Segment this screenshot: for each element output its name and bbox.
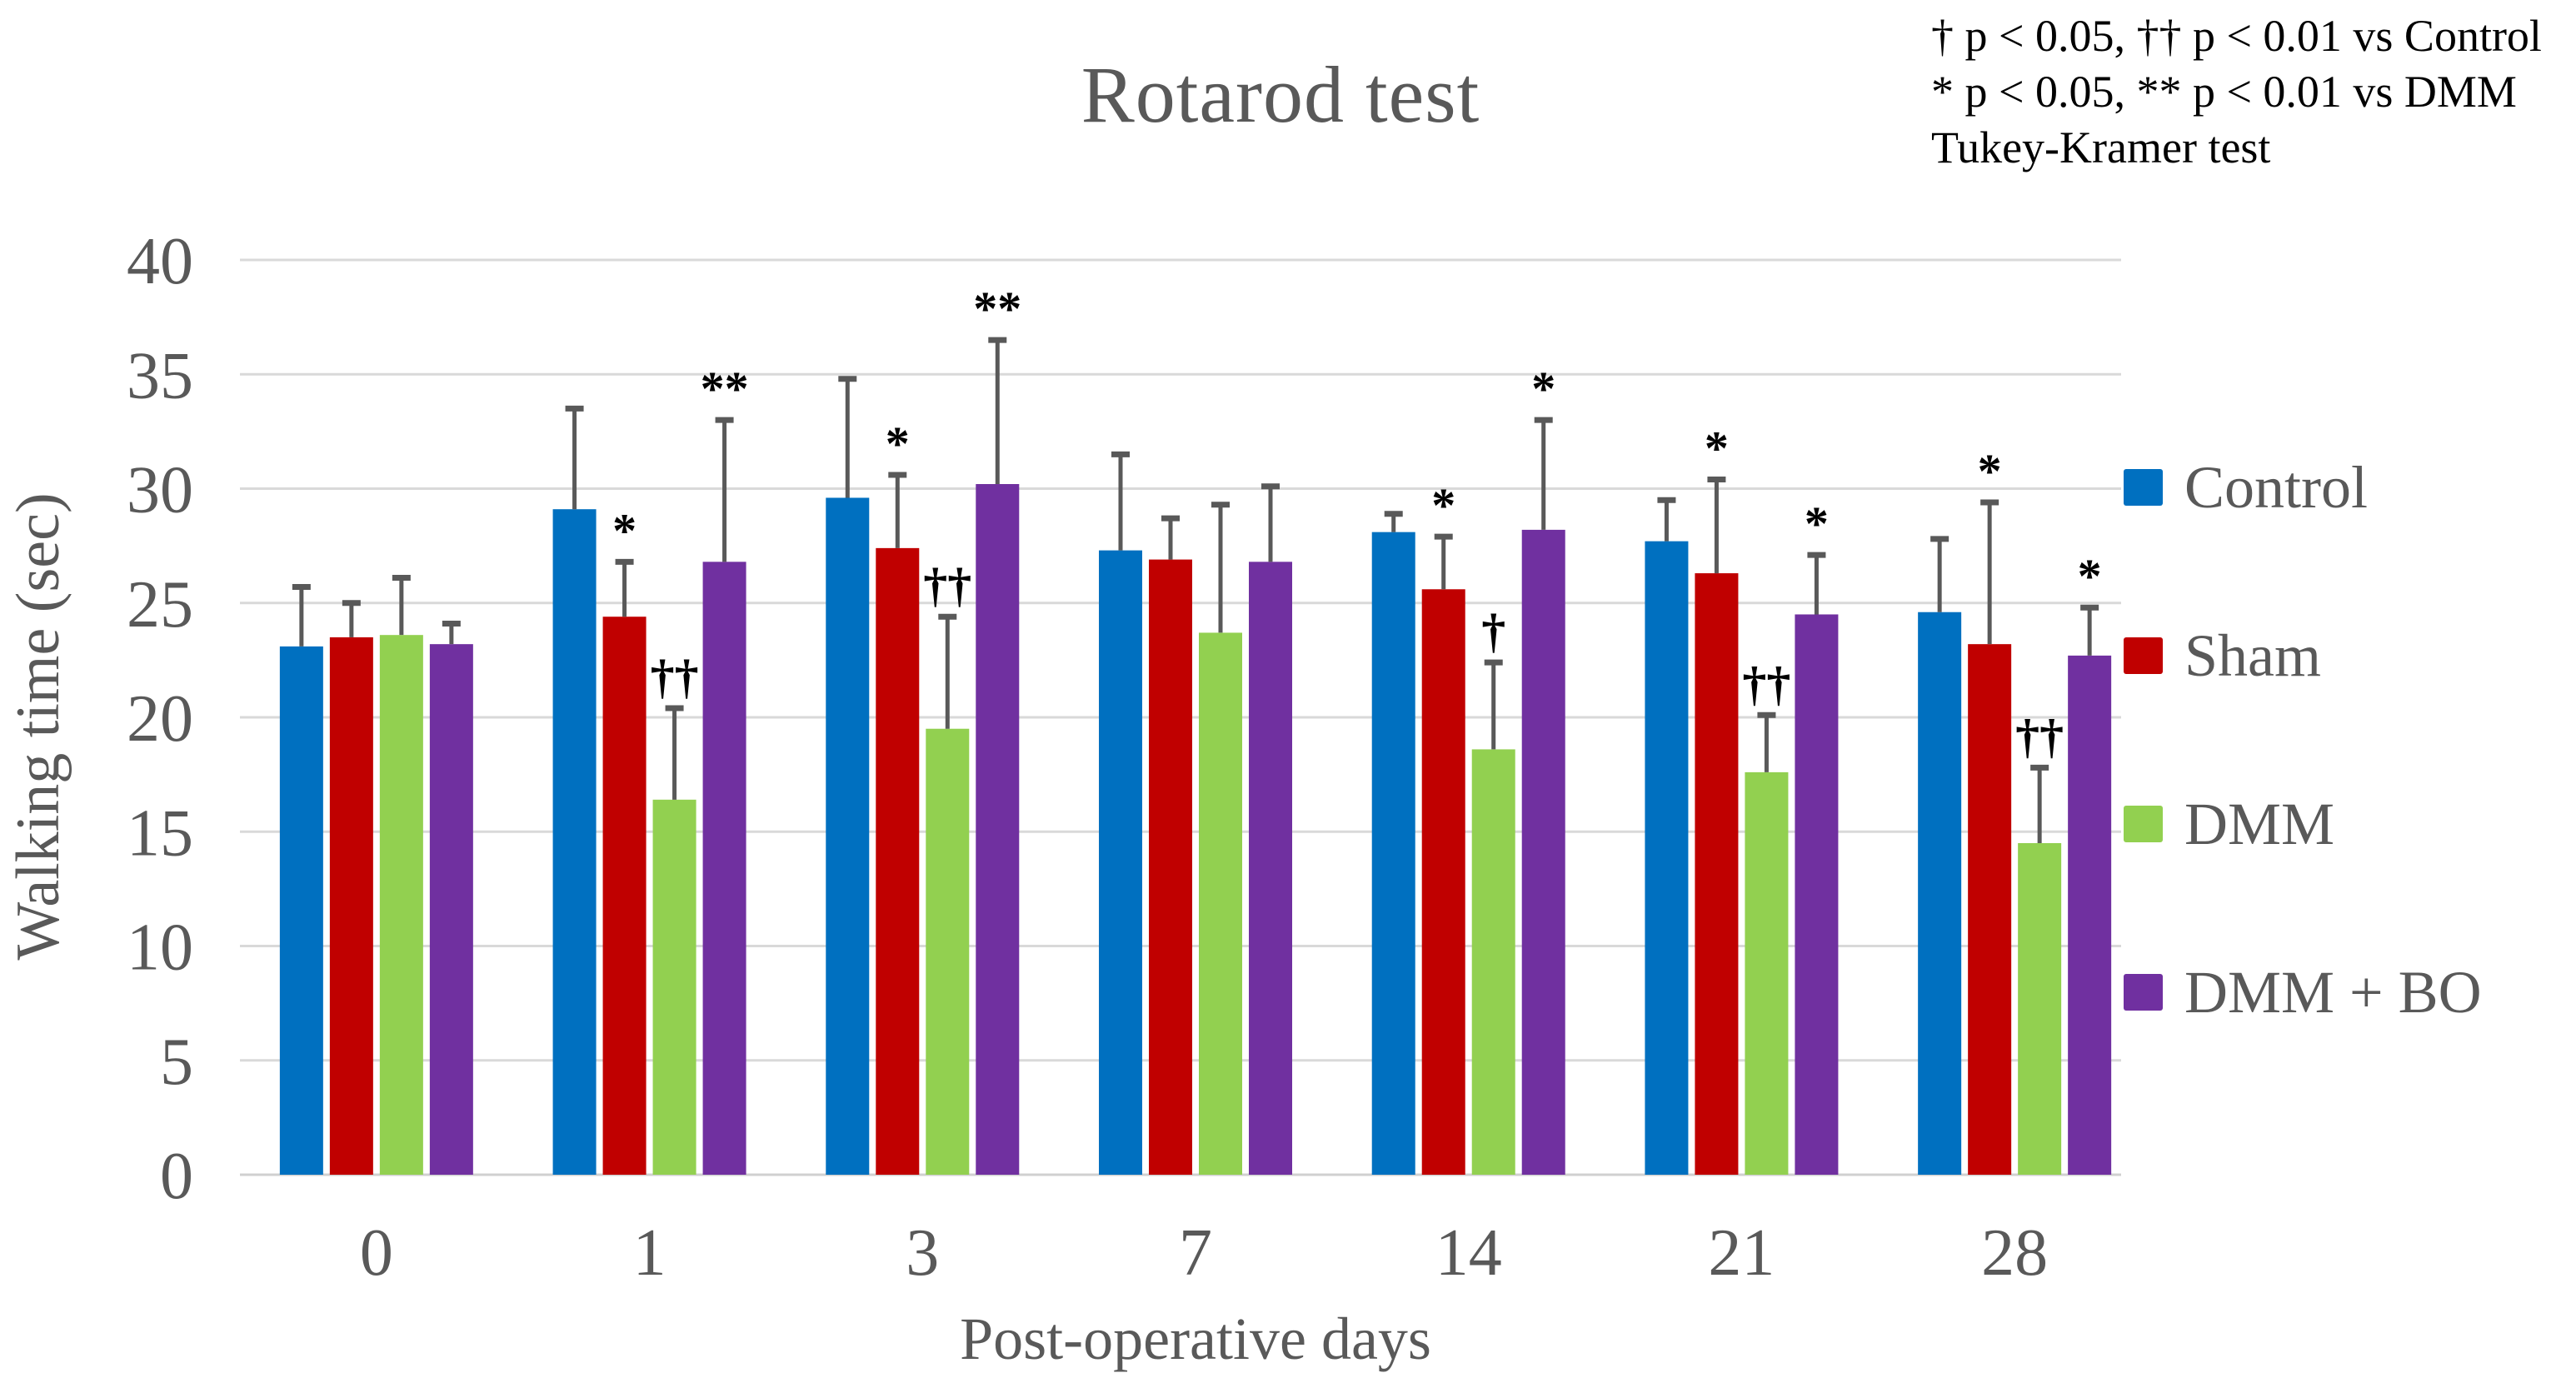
bar-sham-day0 xyxy=(329,637,373,1175)
bar-sham-day7 xyxy=(1149,559,1192,1175)
sig-mark-sham-day28: * xyxy=(1978,444,2002,498)
bar-dmm-day14 xyxy=(1471,749,1515,1175)
bar-dmm-day7 xyxy=(1199,632,1242,1175)
x-tick-label-day21: 21 xyxy=(1708,1216,1775,1290)
y-tick-label-30: 30 xyxy=(127,454,193,527)
significance-note: † p < 0.05, †† p < 0.01 vs Control * p <… xyxy=(1931,8,2573,176)
sig-mark-sham-day14: * xyxy=(1431,478,1455,532)
sig-mark-dmm-day1: †† xyxy=(651,650,699,704)
bar-control-day1 xyxy=(552,509,597,1175)
sig-mark-dmm-bo-day1: ** xyxy=(701,362,749,416)
y-tick-label-35: 35 xyxy=(127,339,193,412)
significance-marks: **** *†††††††††******* xyxy=(612,282,2102,763)
legend-swatch-control xyxy=(2124,469,2163,506)
legend-item-sham: Sham xyxy=(2124,622,2321,689)
legend-swatch-dmm-bo xyxy=(2124,974,2163,1011)
error-bars xyxy=(292,337,2099,843)
x-tick-label-day3: 3 xyxy=(906,1216,939,1290)
sig-mark-dmm-bo-day28: * xyxy=(2078,549,2102,603)
bars xyxy=(279,484,2112,1175)
bar-dmm-bo-day7 xyxy=(1249,562,1292,1175)
legend-item-dmm-bo: DMM + BO xyxy=(2124,958,2482,1026)
sig-mark-sham-day3: * xyxy=(886,417,910,471)
y-tick-label-10: 10 xyxy=(127,911,193,985)
x-tick-label-day0: 0 xyxy=(360,1216,393,1290)
y-tick-label-0: 0 xyxy=(160,1140,193,1213)
bar-dmm-bo-day0 xyxy=(429,644,473,1175)
legend-label-dmm-bo: DMM + BO xyxy=(2184,958,2482,1026)
x-axis-tick-labels: 0 1 3 7 14 21 28 xyxy=(360,1216,2048,1290)
note-line-vs-control: † p < 0.05, †† p < 0.01 vs Control xyxy=(1931,11,2542,61)
bar-control-day21 xyxy=(1645,541,1689,1175)
legend-label-control: Control xyxy=(2184,453,2369,521)
y-tick-label-20: 20 xyxy=(127,682,193,756)
sig-mark-dmm-day28: †† xyxy=(2015,709,2064,763)
bar-dmm-day3 xyxy=(926,728,970,1175)
note-line-test-name: Tukey-Kramer test xyxy=(1931,122,2271,172)
legend-label-dmm: DMM xyxy=(2184,790,2335,857)
x-tick-label-day7: 7 xyxy=(1179,1216,1212,1290)
x-axis-title: Post-operative days xyxy=(960,1306,1431,1372)
sig-mark-dmm-day3: †† xyxy=(923,558,971,612)
bar-control-day7 xyxy=(1099,550,1142,1175)
note-line-vs-dmm: * p < 0.05, ** p < 0.01 vs DMM xyxy=(1931,67,2517,117)
y-axis-tick-labels: 0 5 10 15 20 25 30 35 40 xyxy=(127,225,193,1213)
y-tick-label-40: 40 xyxy=(127,225,193,298)
x-tick-label-day14: 14 xyxy=(1435,1216,1502,1290)
bar-dmm-day28 xyxy=(2018,842,2062,1175)
bar-dmm-bo-day14 xyxy=(1521,529,1565,1175)
bar-sham-day21 xyxy=(1695,573,1739,1175)
legend-item-control: Control xyxy=(2124,453,2369,521)
sig-mark-sham-day1: * xyxy=(612,503,637,557)
x-tick-label-day28: 28 xyxy=(1981,1216,2048,1290)
bar-dmm-bo-day1 xyxy=(702,562,746,1175)
sig-mark-dmm-day21: †† xyxy=(1742,657,1790,711)
chart-title: Rotarod test xyxy=(1081,50,1480,139)
y-tick-label-5: 5 xyxy=(160,1026,193,1099)
sig-mark-sham-day21: * xyxy=(1705,422,1729,476)
y-axis-title: Walking time (sec) xyxy=(4,492,72,960)
x-tick-label-day1: 1 xyxy=(633,1216,666,1290)
bar-sham-day3 xyxy=(876,547,920,1175)
legend-swatch-dmm xyxy=(2124,806,2163,842)
bar-dmm-day21 xyxy=(1745,771,1789,1175)
sig-mark-dmm-bo-day21: * xyxy=(1805,497,1829,551)
legend-label-sham: Sham xyxy=(2184,622,2322,689)
bar-sham-day14 xyxy=(1421,589,1465,1175)
bar-control-day0 xyxy=(279,646,323,1175)
bar-sham-day1 xyxy=(602,617,646,1175)
y-tick-label-15: 15 xyxy=(127,796,193,870)
bar-dmm-bo-day3 xyxy=(976,484,1020,1175)
bar-dmm-day0 xyxy=(379,635,423,1175)
sig-mark-dmm-bo-day14: * xyxy=(1531,362,1555,416)
bar-control-day3 xyxy=(826,497,870,1175)
bar-dmm-bo-day21 xyxy=(1795,614,1839,1175)
bar-dmm-day1 xyxy=(652,799,696,1175)
sig-mark-dmm-bo-day3: ** xyxy=(973,282,1021,336)
bar-control-day28 xyxy=(1918,612,1962,1175)
bar-control-day14 xyxy=(1371,532,1415,1175)
y-tick-label-25: 25 xyxy=(127,568,193,642)
bar-sham-day28 xyxy=(1968,644,2012,1175)
bar-dmm-bo-day28 xyxy=(2068,655,2112,1175)
legend-swatch-sham xyxy=(2124,637,2163,674)
sig-mark-dmm-day14: † xyxy=(1481,604,1505,658)
legend-item-dmm: DMM xyxy=(2124,790,2335,857)
